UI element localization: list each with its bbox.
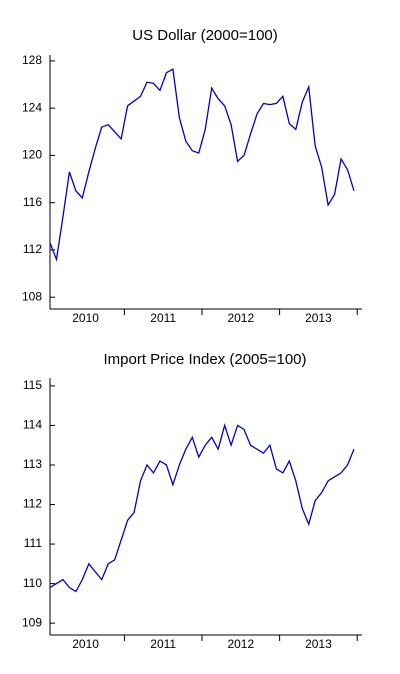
x-tick-label: 2011 <box>150 637 176 651</box>
x-tick-label: 2012 <box>227 311 254 325</box>
y-tick-label: 115 <box>23 378 42 392</box>
y-tick-label: 112 <box>23 242 42 256</box>
line-series <box>49 68 355 262</box>
y-tick-label: 112 <box>23 497 42 511</box>
y-tick-label: 128 <box>22 53 42 67</box>
x-tick-label: 2011 <box>150 311 176 325</box>
y-tick-label: 108 <box>22 289 42 303</box>
y-tick-label: 116 <box>23 195 42 209</box>
x-tick-label: 2013 <box>305 637 332 651</box>
y-tick-label: 110 <box>23 576 42 590</box>
x-tick-label: 2012 <box>227 637 254 651</box>
y-tick-label: 113 <box>23 457 42 471</box>
chart-title: US Dollar (2000=100) <box>132 27 278 44</box>
line-series <box>49 423 355 593</box>
x-tick-label: 2010 <box>72 311 99 325</box>
y-tick-label: 114 <box>23 418 42 432</box>
y-tick-label: 124 <box>22 100 42 114</box>
y-tick-label: 111 <box>24 536 43 550</box>
chart-title: Import Price Index (2005=100) <box>103 351 306 368</box>
y-tick-label: 109 <box>22 615 42 629</box>
x-tick-label: 2013 <box>305 311 332 325</box>
x-tick-label: 2010 <box>72 637 99 651</box>
y-tick-label: 120 <box>22 148 42 162</box>
